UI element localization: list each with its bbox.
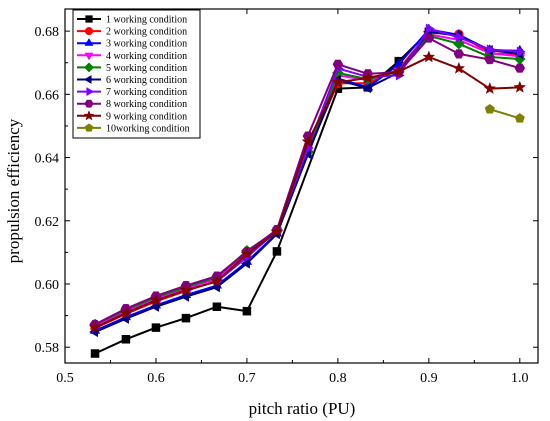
series-9-point: [119, 306, 133, 319]
series-9-point: [149, 293, 163, 306]
legend-label: 6 working condition: [106, 75, 187, 86]
series-1-point: [90, 349, 100, 358]
legend-label: 8 working condition: [106, 99, 187, 110]
legend-marker: [84, 123, 94, 132]
series-8-point: [453, 49, 465, 59]
series-9-point: [301, 135, 315, 148]
series-8-point: [332, 59, 344, 69]
legend-entry: 8 working condition: [77, 99, 187, 110]
legend-label: 4 working condition: [106, 51, 187, 62]
legend-entry: 4 working condition: [77, 51, 187, 62]
y-tick-label: 0.60: [35, 278, 60, 293]
legend-label: 1 working condition: [106, 15, 187, 26]
legend-entry: 2 working condition: [77, 27, 187, 38]
series-7-point: [455, 32, 465, 43]
series-6-point: [361, 82, 371, 94]
x-tick-label: 0.9: [420, 371, 438, 386]
series-9-point: [331, 75, 345, 88]
y-tick-label: 0.62: [35, 215, 60, 230]
x-axis-title: pitch ratio (PU): [249, 399, 356, 418]
legend-marker: [84, 27, 94, 36]
legend-marker: [84, 99, 94, 108]
series-1-point: [181, 313, 191, 323]
series-9-point: [361, 71, 375, 84]
legend-entry: 9 working condition: [77, 109, 187, 122]
series-1-point: [272, 247, 282, 256]
axes-layer: 0.5 0.6 0.7 0.8 0.9 1.0 0.58 0.60 0.62 0.64 0.66 0.…: [35, 8, 539, 386]
series-9-point: [240, 247, 254, 260]
legend-entry: 1 working condition: [77, 15, 187, 26]
series-1-point: [242, 306, 252, 316]
x-tick-label: 0.7: [238, 371, 256, 386]
y-tick-label: 0.68: [35, 25, 60, 40]
series-9-point: [452, 61, 466, 74]
series-1-point: [212, 302, 222, 311]
legend-marker: [83, 109, 95, 121]
series-8-point: [423, 33, 435, 43]
series-9-point: [392, 64, 406, 78]
legend-label: 9 working condition: [106, 111, 187, 122]
series-8-point: [514, 63, 526, 73]
y-tick-label: 0.58: [35, 341, 60, 356]
legend-entry: 6 working condition: [77, 75, 187, 86]
y-axis-title: propulsion efficiency: [4, 118, 23, 263]
series-9-point: [270, 225, 284, 238]
plot-frame: [64, 8, 539, 364]
series-9-point: [179, 283, 193, 296]
x-tick-label: 0.6: [147, 371, 165, 386]
series-9: [88, 50, 527, 334]
legend-label: 5 working condition: [106, 63, 187, 74]
series-1-point: [121, 335, 131, 344]
series-9-point: [483, 81, 497, 95]
series-9-point: [88, 320, 102, 334]
legend-marker: [83, 75, 92, 84]
legend-marker: [86, 87, 95, 97]
legend-marker: [85, 15, 93, 23]
legend-label: 3 working condition: [106, 39, 187, 50]
legend-marker: [84, 38, 94, 46]
legend-entry: 7 working condition: [77, 87, 187, 98]
series-10-point: [514, 113, 525, 123]
x-tick-label: 0.5: [56, 371, 74, 386]
series-10: [484, 103, 525, 123]
y-tick-label: 0.64: [35, 152, 60, 167]
legend-label: 2 working condition: [106, 27, 187, 38]
x-tick-label: 0.8: [329, 371, 347, 386]
series-9-point: [210, 274, 224, 287]
series-9-point: [422, 50, 436, 63]
series-7-point: [486, 44, 496, 55]
legend-label: 7 working condition: [106, 87, 187, 98]
legend-entry: 10working condition: [77, 123, 190, 134]
legend-entry: 3 working condition: [77, 38, 187, 50]
plot-layer: [88, 23, 527, 358]
legend-entry: 5 working condition: [77, 62, 187, 74]
series-10-point: [484, 103, 495, 114]
legend-marker: [83, 62, 95, 73]
legend-label: 10working condition: [106, 123, 190, 134]
series-8-point: [484, 54, 496, 65]
series-7-point: [425, 23, 435, 34]
series-9-point: [513, 80, 527, 93]
x-tick-label: 1.0: [511, 371, 529, 386]
y-tick-label: 0.66: [35, 88, 60, 103]
series-1-point: [151, 323, 161, 332]
legend-marker: [84, 52, 94, 61]
series-7-point: [516, 46, 526, 57]
